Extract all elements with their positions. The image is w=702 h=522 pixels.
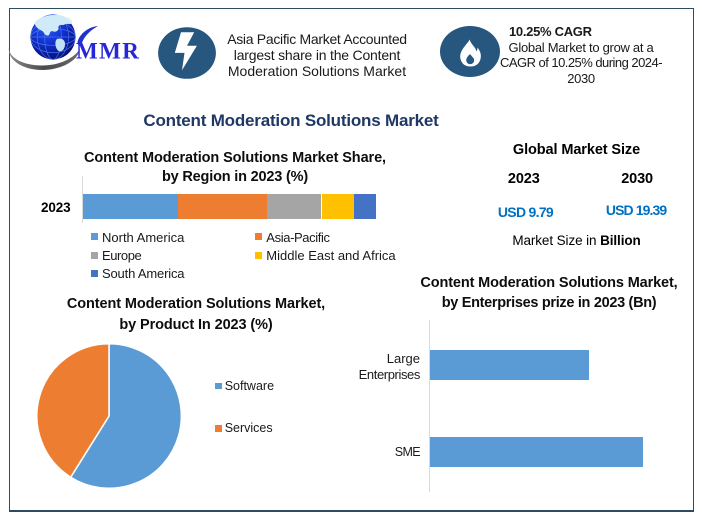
svg-text:MMR: MMR: [76, 39, 140, 64]
